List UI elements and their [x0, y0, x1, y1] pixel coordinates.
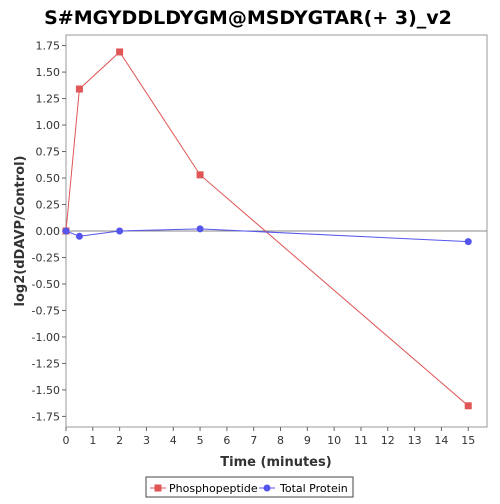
y-tick-label: -1.00 [32, 331, 60, 344]
legend: Phosphopeptide Total Protein [145, 476, 354, 498]
x-tick-label: 5 [197, 434, 204, 447]
legend-item: Phosphopeptide [150, 482, 258, 495]
y-axis: 1.75 1.50 1.25 1.00 0.75 0.50 0.25 0.00 -0.25 -0.… [32, 40, 66, 423]
data-point [75, 232, 83, 240]
x-tick-label: 15 [461, 434, 475, 447]
data-point [62, 227, 70, 235]
y-axis-title: log2(dDAVP/Control) [13, 156, 28, 307]
x-axis: 0 1 2 3 4 5 6 7 8 9 10 11 12 13 14 15 [63, 427, 475, 447]
y-tick-label: -1.50 [32, 384, 60, 397]
x-tick-label: 6 [223, 434, 230, 447]
y-tick-label: 0.00 [36, 225, 61, 238]
x-tick-label: 2 [116, 434, 123, 447]
legend-box [145, 476, 354, 498]
x-tick-label: 14 [434, 434, 448, 447]
y-tick-label: 0.50 [36, 172, 61, 185]
data-point [116, 48, 124, 56]
x-tick-label: 9 [304, 434, 311, 447]
x-tick-label: 4 [170, 434, 177, 447]
x-tick-label: 0 [63, 434, 70, 447]
y-tick-label: 0.75 [36, 146, 61, 159]
y-tick-label: -0.50 [32, 278, 60, 291]
y-tick-label: -0.75 [32, 304, 60, 317]
x-tick-label: 10 [327, 434, 341, 447]
legend-item: Total Protein [259, 482, 348, 495]
data-point [196, 171, 204, 179]
x-tick-label: 8 [277, 434, 284, 447]
legend-label: Total Protein [279, 482, 348, 495]
x-tick-label: 1 [89, 434, 96, 447]
chart-title: S#MGYDDLDYGM@MSDYGTAR(+ 3)_v2 [44, 7, 452, 29]
data-point [116, 227, 124, 235]
data-point [196, 225, 204, 233]
legend-label: Phosphopeptide [169, 482, 258, 495]
x-tick-label: 7 [250, 434, 257, 447]
series-total-protein [62, 225, 472, 246]
data-point [75, 85, 83, 93]
series-group [62, 48, 472, 410]
data-point [464, 402, 472, 410]
y-tick-label: -1.75 [32, 410, 60, 423]
legend-marker [263, 484, 271, 492]
y-tick-label: -1.25 [32, 357, 60, 370]
x-tick-label: 12 [381, 434, 395, 447]
y-tick-label: 1.00 [36, 119, 61, 132]
x-tick-label: 13 [408, 434, 422, 447]
x-tick-label: 11 [354, 434, 368, 447]
x-tick-label: 3 [143, 434, 150, 447]
y-tick-label: 1.25 [36, 93, 61, 106]
y-tick-label: 1.50 [36, 66, 61, 79]
y-tick-label: -0.25 [32, 251, 60, 264]
y-tick-label: 0.25 [36, 199, 61, 212]
x-axis-title: Time (minutes) [220, 455, 331, 470]
y-tick-label: 1.75 [36, 40, 61, 53]
legend-marker [154, 484, 162, 492]
data-point [464, 238, 472, 246]
